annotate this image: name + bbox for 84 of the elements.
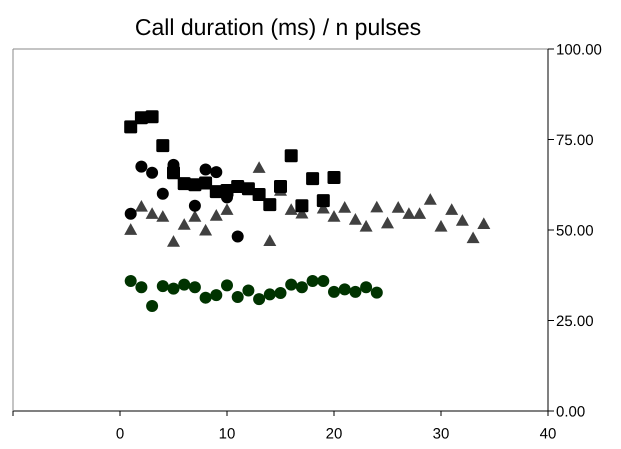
point [167,166,180,180]
y-tick-label: 25.00 [556,312,594,330]
point [295,199,308,212]
y-tick-label: 100.00 [556,41,602,58]
point [232,230,244,243]
point [317,275,330,288]
point [328,171,340,184]
point [178,218,191,230]
point [434,220,448,232]
point [285,278,298,291]
point [146,207,159,219]
point [156,210,170,222]
point [199,176,212,190]
point [252,188,266,202]
point [146,300,158,312]
point [338,201,352,213]
point [199,224,212,236]
x-tick-label: 20 [326,426,342,443]
point [124,120,138,134]
point [178,278,190,291]
point [306,172,320,186]
y-tick-label: 50.00 [556,222,594,240]
chart-title: Call duration (ms) / n pulses [134,14,422,41]
point [232,290,244,303]
x-tick-label: 30 [432,426,450,443]
point [413,207,426,219]
point [328,210,340,222]
point [370,200,384,212]
point [370,286,383,299]
point [360,220,373,232]
point [168,282,180,295]
point [284,203,298,215]
point [284,149,298,162]
point [477,217,490,230]
point [124,223,138,235]
point [349,286,362,298]
y-tick-label: 0.00 [556,403,586,420]
point [466,231,480,244]
point [210,166,222,178]
point [134,200,148,212]
point [306,275,319,288]
point [296,281,308,294]
point [381,216,394,228]
point [188,200,201,212]
point [242,284,254,296]
point [456,214,469,226]
point [210,289,222,302]
point [188,210,202,222]
point [210,209,223,221]
point [135,281,148,294]
point [402,207,416,219]
point [253,293,266,306]
point [252,161,266,173]
point [135,160,148,173]
point [221,279,233,292]
point [167,235,180,247]
point [146,166,158,179]
point [445,203,458,215]
point [220,203,234,215]
point [328,286,340,298]
point [156,280,169,292]
x-tick-label: 10 [218,426,236,443]
point [188,281,201,294]
point [360,281,372,294]
point [124,208,137,220]
point [338,283,351,296]
point [274,180,287,194]
point [156,139,170,152]
point [200,292,212,304]
x-tick-label: 0 [116,426,124,443]
x-tick-label: 40 [540,426,556,443]
point [348,213,362,225]
point [263,198,276,212]
point [392,201,405,213]
point [124,275,137,288]
point [316,194,330,208]
point [146,110,159,124]
point [200,164,212,176]
point [274,286,286,299]
point [156,188,169,200]
point [263,234,276,246]
y-tick-label: 75.00 [556,132,594,149]
point [424,193,437,205]
point [264,288,276,300]
